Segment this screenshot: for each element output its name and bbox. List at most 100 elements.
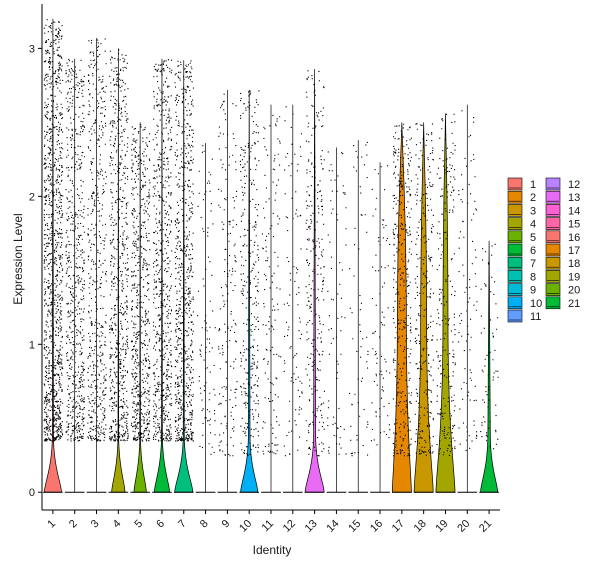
legend-key-20 — [545, 283, 561, 296]
legend-key-11 — [507, 309, 523, 323]
legend-label-5: 5 — [530, 232, 536, 244]
x-tick-label-6: 6 — [154, 518, 167, 531]
legend-label-6: 6 — [530, 245, 536, 257]
x-tick-label-19: 19 — [433, 518, 450, 535]
legend-key-4 — [507, 217, 523, 230]
legend-label-16: 16 — [568, 232, 580, 244]
legend-label-7: 7 — [530, 258, 536, 270]
legend-key-6 — [507, 243, 523, 257]
x-tick-label-9: 9 — [220, 518, 233, 531]
jitter-points-layer — [43, 19, 499, 457]
legend-key-2 — [507, 190, 523, 204]
violin-6 — [153, 58, 170, 493]
x-axis-title: Identity — [253, 543, 292, 557]
violin-13 — [304, 69, 325, 493]
x-tick-label-4: 4 — [111, 518, 124, 531]
legend-key-18 — [545, 256, 561, 270]
legend-label-14: 14 — [568, 205, 580, 217]
points-10 — [239, 90, 260, 456]
x-tick-label-1: 1 — [45, 518, 58, 531]
legend-label-18: 18 — [568, 258, 580, 270]
points-16 — [370, 165, 391, 446]
x-tick-label-12: 12 — [281, 518, 298, 535]
legend-item-6: 6 — [507, 243, 536, 257]
legend-label-17: 17 — [568, 245, 580, 257]
x-tick-label-11: 11 — [260, 518, 277, 535]
legend-item-19: 19 — [545, 270, 580, 283]
legend-item-16: 16 — [545, 230, 580, 244]
violin-18 — [413, 122, 434, 493]
legend-item-3: 3 — [507, 204, 536, 217]
legend-label-2: 2 — [530, 192, 536, 204]
points-2 — [65, 58, 85, 442]
x-tick-label-14: 14 — [324, 518, 341, 535]
legend-item-20: 20 — [545, 283, 580, 297]
violin-19 — [435, 113, 456, 493]
legend-item-15: 15 — [545, 217, 580, 231]
legend-key-15 — [545, 217, 561, 230]
points-5 — [130, 124, 151, 442]
legend-item-4: 4 — [507, 217, 536, 231]
legend-item-21: 21 — [545, 296, 580, 310]
legend-label-10: 10 — [530, 298, 542, 310]
violin-21 — [480, 240, 499, 493]
x-tick-label-17: 17 — [390, 518, 407, 535]
legend-label-12: 12 — [568, 179, 580, 191]
y-axis-title: Expression Level — [11, 213, 25, 304]
legend-label-3: 3 — [530, 205, 536, 217]
legend-key-10 — [507, 296, 523, 310]
y-tick-label-2: 2 — [29, 191, 35, 203]
legend-item-10: 10 — [507, 296, 542, 310]
legend-key-3 — [507, 204, 523, 217]
legend-item-9: 9 — [507, 283, 536, 297]
y-tick-label-3: 3 — [29, 43, 35, 55]
x-tick-label-15: 15 — [346, 518, 363, 535]
legend-label-13: 13 — [568, 192, 580, 204]
legend-key-17 — [545, 243, 561, 257]
violin-layer — [43, 18, 499, 493]
legend-label-21: 21 — [568, 298, 580, 310]
points-6 — [152, 59, 173, 442]
legend-key-14 — [545, 204, 561, 217]
legend-key-8 — [507, 270, 523, 283]
legend-item-7: 7 — [507, 256, 536, 270]
legend-label-1: 1 — [530, 179, 536, 191]
legend-key-16 — [545, 230, 561, 244]
legend-label-9: 9 — [530, 285, 536, 297]
legend-key-19 — [545, 270, 561, 283]
violin-4 — [111, 48, 126, 493]
legend-item-12: 12 — [545, 177, 580, 191]
legend-label-4: 4 — [530, 219, 536, 231]
x-tick-label-18: 18 — [412, 518, 429, 535]
points-11 — [261, 114, 282, 455]
x-tick-label-20: 20 — [455, 518, 472, 535]
legend-key-12 — [545, 177, 561, 191]
legend-item-8: 8 — [507, 270, 536, 283]
points-12 — [283, 106, 303, 457]
x-tick-label-10: 10 — [237, 518, 254, 535]
legend-item-5: 5 — [507, 230, 536, 244]
legend-item-1: 1 — [507, 177, 536, 191]
legend-label-11: 11 — [530, 311, 541, 323]
legend-key-7 — [507, 256, 523, 270]
x-tick-label-21: 21 — [477, 518, 494, 535]
points-1 — [43, 19, 64, 442]
legend-label-20: 20 — [568, 285, 580, 297]
points-14 — [327, 151, 347, 455]
points-3 — [87, 38, 107, 442]
x-tick-label-16: 16 — [368, 518, 385, 535]
x-tick-label-8: 8 — [198, 518, 211, 531]
legend-item-11: 11 — [507, 309, 541, 323]
points-13 — [305, 70, 325, 457]
points-9 — [218, 93, 238, 457]
points-8 — [197, 145, 216, 455]
points-15 — [349, 141, 369, 457]
legend-key-5 — [507, 230, 523, 244]
legend-item-13: 13 — [545, 190, 580, 204]
x-tick-label-2: 2 — [67, 518, 80, 531]
x-tick-label-3: 3 — [89, 518, 102, 531]
legend-label-8: 8 — [530, 271, 536, 283]
legend-item-2: 2 — [507, 190, 536, 204]
y-tick-label-1: 1 — [29, 339, 35, 351]
